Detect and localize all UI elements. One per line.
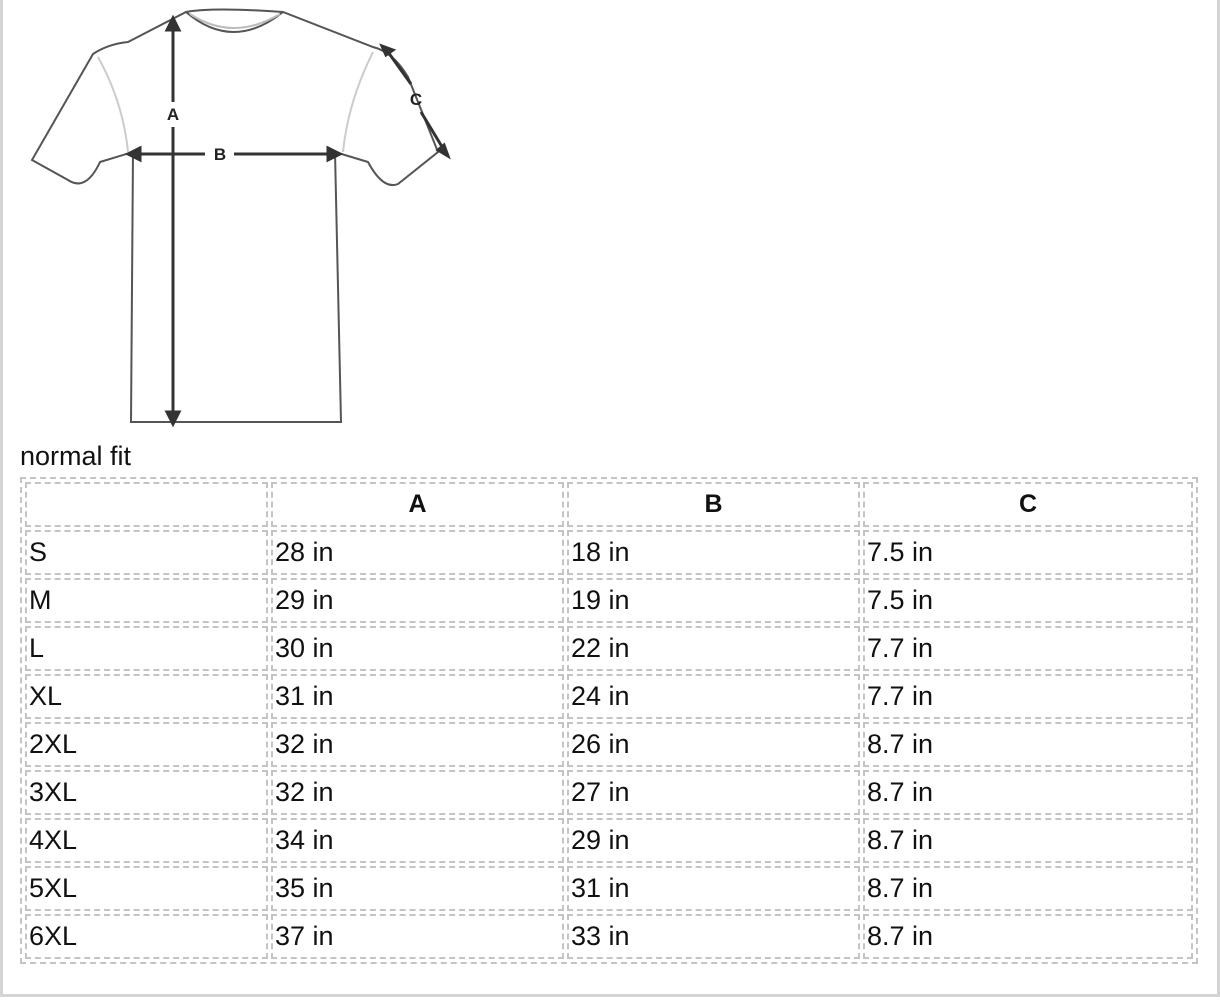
- cell-c: 7.5 in: [863, 578, 1193, 623]
- label-b: B: [214, 145, 226, 164]
- cell-size: 2XL: [25, 722, 268, 767]
- cell-a: 29 in: [271, 578, 564, 623]
- table-row: M 29 in 19 in 7.5 in: [25, 578, 1193, 623]
- cell-b: 33 in: [567, 914, 860, 959]
- cell-c: 8.7 in: [863, 866, 1193, 911]
- cell-c: 7.7 in: [863, 674, 1193, 719]
- header-a: A: [271, 482, 564, 527]
- cell-b: 27 in: [567, 770, 860, 815]
- cell-c: 7.7 in: [863, 626, 1193, 671]
- header-size: [25, 482, 268, 527]
- cell-size: XL: [25, 674, 268, 719]
- cell-a: 34 in: [271, 818, 564, 863]
- label-c: C: [410, 90, 422, 109]
- cell-a: 32 in: [271, 770, 564, 815]
- cell-size: 3XL: [25, 770, 268, 815]
- cell-b: 29 in: [567, 818, 860, 863]
- cell-a: 35 in: [271, 866, 564, 911]
- label-a: A: [167, 105, 179, 124]
- table-row: 5XL 35 in 31 in 8.7 in: [25, 866, 1193, 911]
- table-row: L 30 in 22 in 7.7 in: [25, 626, 1193, 671]
- table-row: 4XL 34 in 29 in 8.7 in: [25, 818, 1193, 863]
- cell-b: 31 in: [567, 866, 860, 911]
- table-row: 2XL 32 in 26 in 8.7 in: [25, 722, 1193, 767]
- cell-c: 8.7 in: [863, 818, 1193, 863]
- cell-a: 37 in: [271, 914, 564, 959]
- table-row: 3XL 32 in 27 in 8.7 in: [25, 770, 1193, 815]
- cell-size: S: [25, 530, 268, 575]
- table-row: XL 31 in 24 in 7.7 in: [25, 674, 1193, 719]
- size-chart-table: A B C S 28 in 18 in 7.5 in M 29 in 19 in 7.5 in…: [20, 477, 1198, 964]
- cell-c: 8.7 in: [863, 722, 1193, 767]
- table-row: S 28 in 18 in 7.5 in: [25, 530, 1193, 575]
- table-header-row: A B C: [25, 482, 1193, 527]
- cell-b: 22 in: [567, 626, 860, 671]
- cell-a: 32 in: [271, 722, 564, 767]
- cell-size: M: [25, 578, 268, 623]
- cell-b: 18 in: [567, 530, 860, 575]
- cell-size: 4XL: [25, 818, 268, 863]
- cell-size: 6XL: [25, 914, 268, 959]
- cell-b: 19 in: [567, 578, 860, 623]
- cell-a: 31 in: [271, 674, 564, 719]
- cell-a: 28 in: [271, 530, 564, 575]
- header-c: C: [863, 482, 1193, 527]
- table-row: 6XL 37 in 33 in 8.7 in: [25, 914, 1193, 959]
- cell-b: 24 in: [567, 674, 860, 719]
- cell-size: L: [25, 626, 268, 671]
- cell-b: 26 in: [567, 722, 860, 767]
- cell-c: 8.7 in: [863, 770, 1193, 815]
- cell-a: 30 in: [271, 626, 564, 671]
- cell-size: 5XL: [25, 866, 268, 911]
- header-b: B: [567, 482, 860, 527]
- cell-c: 7.5 in: [863, 530, 1193, 575]
- tshirt-measurement-diagram: A B C: [30, 8, 451, 428]
- cell-c: 8.7 in: [863, 914, 1193, 959]
- fit-label: normal fit: [20, 441, 132, 471]
